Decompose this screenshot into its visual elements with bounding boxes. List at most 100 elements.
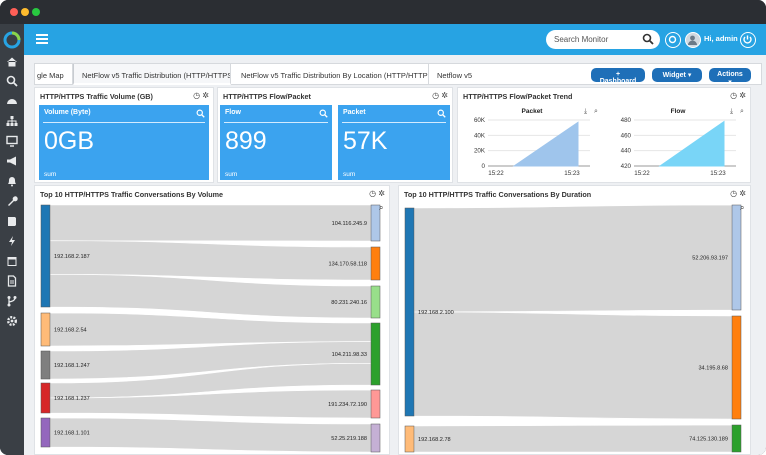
lifebuoy-icon[interactable]	[665, 32, 681, 48]
search-monitor-input[interactable]: Search Monitor	[546, 30, 660, 49]
gear-icon[interactable]: ✲	[202, 91, 209, 100]
tab-label: gle Map	[37, 71, 64, 80]
gear-icon[interactable]: ✲	[378, 189, 385, 198]
monitor-icon[interactable]	[4, 135, 20, 151]
gear-icon[interactable]: ✲	[739, 189, 746, 198]
sankey-target-node[interactable]	[370, 322, 381, 386]
sankey-link[interactable]	[49, 204, 372, 242]
bell-icon[interactable]	[4, 175, 20, 191]
area-series	[512, 121, 579, 167]
maximize-window-button[interactable]	[32, 8, 40, 16]
y-tick-label: 40K	[474, 132, 486, 139]
tab-traffic-distribution[interactable]: NetFlow v5 Traffic Distribution (HTTP/HT…	[73, 64, 231, 85]
sankey-target-node[interactable]	[370, 204, 381, 242]
calendar-icon[interactable]	[4, 255, 20, 271]
source-label: 192.168.1.247	[54, 363, 90, 369]
zoom-icon[interactable]: ⌕	[379, 203, 383, 212]
fork-icon[interactable]	[4, 295, 20, 311]
sankey-target-node[interactable]	[731, 204, 742, 311]
sankey-source-node[interactable]	[40, 350, 51, 380]
clock-icon[interactable]: ◷	[369, 189, 377, 198]
x-tick-label: 15:22	[488, 170, 504, 177]
x-tick-label: 15:22	[634, 170, 650, 177]
actions-button[interactable]: Actions ▾	[709, 68, 751, 86]
search-icon[interactable]	[437, 109, 446, 118]
menu-toggle-icon[interactable]	[36, 34, 48, 44]
source-label: 192.168.2.78	[418, 437, 451, 443]
kpi-label: Packet	[343, 109, 366, 116]
kpi-footer: sum	[44, 171, 57, 178]
clock-icon[interactable]: ◷	[730, 189, 738, 198]
panel-title: HTTP/HTTPS Traffic Volume (GB)	[40, 92, 153, 101]
power-icon[interactable]	[740, 32, 756, 48]
sankey-target-node[interactable]	[370, 285, 381, 319]
download-icon[interactable]: ⤓	[730, 108, 733, 115]
app-logo[interactable]	[2, 30, 22, 50]
user-greeting: Hi, admin	[704, 34, 738, 43]
gear-icon[interactable]	[4, 315, 20, 331]
home-icon[interactable]	[4, 56, 20, 72]
sankey-link[interactable]	[49, 417, 372, 453]
close-window-button[interactable]	[10, 8, 18, 16]
book-icon[interactable]	[4, 215, 20, 231]
y-tick-label: 20K	[474, 148, 486, 155]
tab-label: NetFlow v5 Traffic Distribution By Locat…	[241, 71, 429, 80]
bolt-icon[interactable]	[4, 235, 20, 251]
tab-label: NetFlow v5 Traffic Distribution (HTTP/HT…	[82, 71, 231, 80]
minimize-window-button[interactable]	[21, 8, 29, 16]
report-icon[interactable]	[4, 275, 20, 291]
sankey-target-node[interactable]	[731, 424, 742, 453]
zoom-icon[interactable]: ⌕	[740, 108, 744, 115]
tab-google-map[interactable]: gle Map	[35, 64, 73, 85]
source-label: 192.168.2.54	[54, 328, 87, 334]
tab-netflow-v5[interactable]: Netflow v5	[429, 64, 474, 85]
sankey-source-node[interactable]	[404, 207, 415, 417]
flow-packet-trend-panel: HTTP/HTTPS Flow/Packet Trend ◷ ✲ Packet ⤓…	[457, 87, 751, 183]
sankey-target-node[interactable]	[370, 389, 381, 419]
wrench-icon[interactable]	[4, 195, 20, 211]
search-icon[interactable]	[319, 109, 328, 118]
panel-tools: ◷ ✲	[730, 189, 746, 198]
sankey-source-node[interactable]	[40, 417, 51, 448]
kpi-label: Flow	[225, 109, 241, 116]
sankey-link[interactable]	[49, 274, 372, 319]
sankey-link[interactable]	[49, 312, 372, 347]
add-dashboard-button[interactable]: + Dashboard	[591, 68, 645, 85]
sankey-target-node[interactable]	[731, 315, 742, 420]
search-icon[interactable]	[642, 33, 654, 45]
conversations-by-duration-panel: Top 10 HTTP/HTTPS Traffic Conversations …	[398, 185, 751, 455]
network-icon[interactable]	[4, 115, 20, 131]
sankey-target-node[interactable]	[370, 423, 381, 453]
download-icon[interactable]: ⤓	[584, 108, 587, 115]
target-label: 134.170.58.118	[329, 262, 367, 268]
search-icon[interactable]	[196, 109, 205, 118]
tab-traffic-by-location[interactable]: NetFlow v5 Traffic Distribution By Locat…	[231, 64, 429, 85]
gear-icon[interactable]: ✲	[441, 91, 448, 100]
sankey-link[interactable]	[413, 424, 733, 453]
sankey-link[interactable]	[413, 311, 733, 420]
sankey-source-node[interactable]	[404, 425, 415, 453]
sankey-link[interactable]	[49, 240, 372, 281]
megaphone-icon[interactable]	[4, 155, 20, 171]
sankey-source-node[interactable]	[40, 312, 51, 347]
panel-tools: ◷ ✲	[193, 91, 209, 100]
kpi-footer: sum	[343, 171, 356, 178]
dashboard-icon[interactable]	[4, 95, 20, 111]
zoom-icon[interactable]: ⌕	[594, 108, 598, 115]
widget-button[interactable]: Widget ▾	[652, 68, 702, 82]
clock-icon[interactable]: ◷	[730, 91, 738, 100]
panel-title: HTTP/HTTPS Flow/Packet	[223, 92, 311, 101]
clock-icon[interactable]: ◷	[193, 91, 201, 100]
search-icon[interactable]	[4, 75, 20, 91]
zoom-icon[interactable]: ⌕	[740, 203, 744, 212]
chart-title: Flow	[671, 108, 687, 115]
gear-icon[interactable]: ✲	[739, 91, 746, 100]
clock-icon[interactable]: ◷	[432, 91, 440, 100]
source-label: 192.168.2.100	[418, 310, 454, 316]
sankey-target-node[interactable]	[370, 246, 381, 281]
kpi-value: 899	[225, 127, 267, 155]
sankey-source-node[interactable]	[40, 382, 51, 414]
sankey-source-node[interactable]	[40, 204, 51, 308]
sankey-link[interactable]	[413, 204, 733, 313]
avatar[interactable]	[685, 32, 701, 48]
